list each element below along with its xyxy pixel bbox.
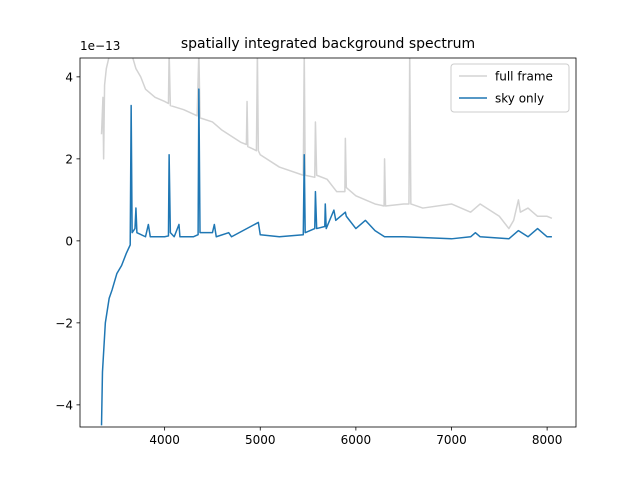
y-tick-label: 2 (65, 152, 73, 166)
series-line (100, 88, 552, 426)
legend: full frame sky only (450, 63, 570, 113)
y-tick-label: 0 (65, 234, 73, 248)
plot-frame (79, 57, 577, 428)
plot-lines (100, 58, 553, 426)
x-tick-label: 4000 (149, 433, 180, 447)
x-tick-label: 6000 (341, 433, 372, 447)
x-tick-label: 7000 (436, 433, 467, 447)
y-tick-label: −4 (55, 398, 73, 412)
legend-label: sky only (495, 92, 544, 106)
y-tick-label: −2 (55, 316, 73, 330)
chart-title: spatially integrated background spectrum (181, 36, 475, 52)
x-tick-label: 8000 (532, 433, 563, 447)
y-tick-label: 4 (65, 70, 73, 84)
offset-text: 1e−13 (80, 39, 120, 53)
legend-label: full frame (495, 70, 553, 84)
x-tick-label: 5000 (245, 433, 276, 447)
